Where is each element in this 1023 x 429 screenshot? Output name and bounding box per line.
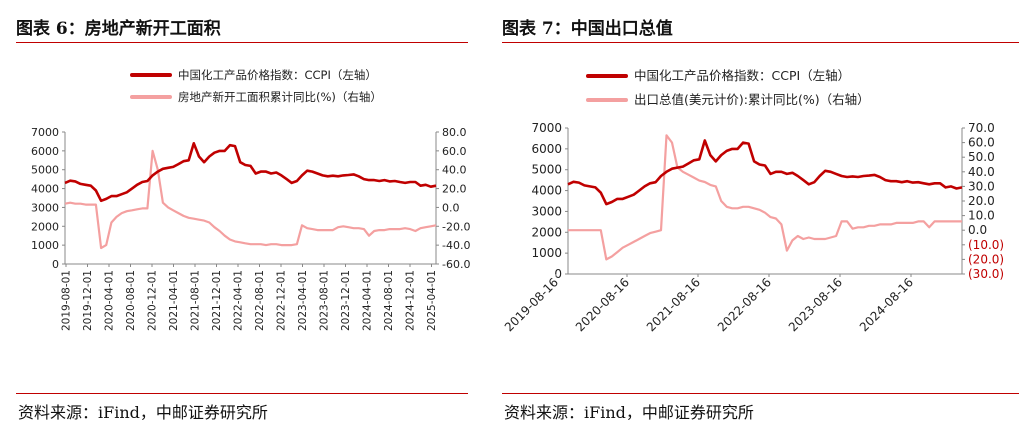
left-x-tick-label: 2021-04-01 [168, 270, 180, 331]
left-x-tick-label: 2023-08-01 [319, 270, 331, 331]
left-x-tick-label: 2021-12-01 [211, 270, 223, 331]
right-right-tick-label: 30.0 [968, 179, 995, 193]
right-right-tick-label: 10.0 [968, 209, 995, 223]
right-x-tick-label: 2020-08-16 [573, 275, 632, 334]
right-right-tick-label: (30.0) [968, 267, 1004, 281]
right-left-tick-label: 3000 [531, 204, 562, 218]
left-chart-title: 图表 6：房地产新开工面积 [16, 19, 221, 39]
right-left-tick-label: 6000 [531, 142, 562, 156]
left-source-note: 资料来源：iFind，中邮证券研究所 [18, 403, 268, 422]
left-title-rule [16, 42, 468, 43]
left-x-tick-label: 2023-12-01 [340, 270, 352, 331]
left-right-tick-label: 80.0 [442, 126, 467, 139]
left-source-rule [16, 393, 468, 394]
right-legend-label-1: 出口总值(美元计价):累计同比(%)（右轴） [634, 92, 870, 107]
left-x-tick-label: 2024-08-01 [383, 270, 395, 331]
left-x-tick-label: 2020-08-01 [125, 270, 137, 331]
left-x-tick-label: 2022-04-01 [233, 270, 245, 331]
right-x-tick-label: 2022-08-16 [715, 275, 774, 334]
right-right-tick-label: 50.0 [968, 150, 995, 164]
left-x-tick-label: 2020-04-01 [104, 270, 116, 331]
left-x-tick-label: 2025-04-01 [426, 270, 438, 331]
left-x-tick-label: 2020-12-01 [147, 270, 159, 331]
right-chart-panel: 图表 7：中国出口总值 7000 6000 5000 4000 3000 2000 1000… [486, 0, 1023, 429]
left-x-tick-label: 2024-04-01 [362, 270, 374, 331]
left-left-tick-label: 5000 [31, 164, 59, 177]
right-left-tick-label: 7000 [531, 121, 562, 135]
left-right-tick-label: 60.0 [442, 145, 467, 158]
right-title-rule [502, 42, 1019, 43]
right-left-tick-label: 1000 [531, 246, 562, 260]
right-source-note: 资料来源：iFind，中邮证券研究所 [504, 403, 754, 422]
right-right-tick-label: (20.0) [968, 252, 1004, 266]
right-x-tick-label: 2019-08-16 [502, 275, 561, 334]
left-x-tick-label: 2019-08-01 [61, 270, 73, 331]
right-x-tick-label: 2021-08-16 [644, 275, 703, 334]
left-left-tick-label: 0 [52, 258, 59, 271]
left-secondary-series-line [64, 149, 437, 250]
right-left-tick-label: 4000 [531, 184, 562, 198]
left-ccpi-series-line [64, 142, 437, 203]
left-right-tick-label: -60.0 [442, 258, 470, 271]
left-legend-label-0: 中国化工产品价格指数：CCPI（左轴） [178, 68, 377, 82]
left-x-tick-label: 2022-08-01 [254, 270, 266, 331]
left-left-tick-label: 3000 [31, 201, 59, 214]
right-legend-label-0: 中国化工产品价格指数：CCPI（左轴） [634, 68, 850, 83]
left-right-tick-label: -20.0 [442, 220, 470, 233]
right-left-tick-label: 0 [554, 267, 562, 281]
right-ccpi-series-line [567, 139, 963, 206]
right-right-tick-label: 70.0 [968, 121, 995, 135]
right-right-tick-label: 20.0 [968, 194, 995, 208]
left-legend-label-1: 房地产新开工面积累计同比(%)（右轴） [178, 90, 382, 104]
right-chart-title: 图表 7：中国出口总值 [502, 19, 673, 39]
left-x-tick-label: 2022-12-01 [276, 270, 288, 331]
right-secondary-series-line [568, 134, 962, 261]
right-left-tick-label: 5000 [531, 163, 562, 177]
left-chart-panel: 图表 6：房地产新开工面积 7000 6000 5000 4000 3000 2000 10… [0, 0, 480, 429]
right-chart-svg: 7000 6000 5000 4000 3000 2000 1000 0 70.060.050.… [502, 68, 1004, 334]
left-x-tick-label: 2021-08-01 [190, 270, 202, 331]
left-left-tick-label: 1000 [31, 239, 59, 252]
left-right-tick-label: 0.0 [442, 201, 460, 214]
left-chart-svg: 7000 6000 5000 4000 3000 2000 1000 0 80.0 60.0 40.… [31, 68, 470, 331]
right-right-tick-label: 60.0 [968, 136, 995, 150]
right-x-tick-label: 2023-08-16 [786, 275, 845, 334]
left-x-tick-label: 2023-04-01 [297, 270, 309, 331]
left-left-tick-label: 7000 [31, 126, 59, 139]
right-source-rule [502, 393, 1019, 394]
right-left-tick-label: 2000 [531, 225, 562, 239]
right-right-tick-label: 40.0 [968, 165, 995, 179]
left-right-tick-label: 40.0 [442, 164, 467, 177]
left-x-tick-label: 2019-12-01 [82, 270, 94, 331]
left-left-tick-label: 2000 [31, 220, 59, 233]
left-left-tick-label: 4000 [31, 183, 59, 196]
left-x-tick-label: 2024-12-01 [405, 270, 417, 331]
left-right-tick-label: -40.0 [442, 239, 470, 252]
right-right-tick-label: (10.0) [968, 238, 1004, 252]
right-right-tick-label: 0.0 [968, 223, 987, 237]
left-right-tick-label: 20.0 [442, 183, 467, 196]
left-left-tick-label: 6000 [31, 145, 59, 158]
right-x-tick-label: 2024-08-16 [857, 275, 916, 334]
